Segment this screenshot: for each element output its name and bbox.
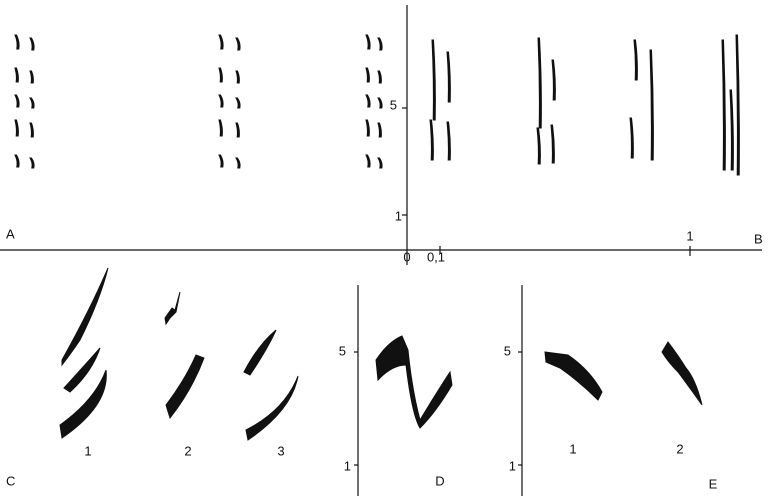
sound-stroke	[536, 127, 541, 165]
sound-stroke	[29, 37, 35, 51]
panel-label: B	[754, 231, 763, 246]
x-tick-label: 0	[403, 249, 410, 264]
y-tick-label: 1	[395, 208, 402, 223]
sound-stroke	[721, 39, 726, 171]
sound-stroke	[377, 97, 383, 109]
y-tick-label: 5	[339, 343, 346, 358]
panel-label: A	[6, 226, 15, 241]
y-tick-label: 5	[504, 343, 511, 358]
sound-stroke	[377, 122, 382, 138]
sound-stroke	[235, 70, 240, 84]
sound-blob	[375, 335, 453, 429]
sound-stroke	[218, 67, 223, 83]
sound-stroke	[365, 34, 371, 50]
y-tick-label: 1	[509, 458, 516, 473]
y-tick-label: 1	[344, 458, 351, 473]
sound-stroke	[14, 119, 19, 137]
sound-blob	[245, 375, 299, 441]
sound-stroke	[446, 121, 451, 161]
sound-stroke	[735, 34, 740, 176]
sound-blob	[59, 369, 107, 439]
sound-stroke	[218, 94, 224, 108]
sound-stroke	[235, 37, 241, 51]
sound-blob	[61, 267, 109, 367]
x-tick-label: 1	[686, 228, 693, 243]
sound-blob	[544, 351, 603, 401]
sound-stroke	[633, 39, 638, 81]
sound-stroke	[235, 97, 241, 109]
sound-stroke	[446, 51, 451, 103]
sound-stroke	[649, 49, 654, 161]
x-tick-label: 0,1	[427, 249, 445, 264]
sound-stroke	[235, 122, 240, 138]
sound-label: 3	[277, 443, 284, 458]
panel-label: C	[6, 473, 15, 488]
sound-label: 2	[676, 441, 683, 456]
sound-stroke	[550, 124, 555, 164]
sound-stroke	[29, 122, 34, 138]
sound-stroke	[14, 154, 20, 168]
sound-blob	[243, 329, 277, 376]
sound-stroke	[431, 39, 436, 121]
sound-stroke	[629, 117, 634, 159]
sound-stroke	[365, 154, 371, 168]
y-tick-label: 5	[390, 97, 397, 112]
sound-stroke	[14, 34, 20, 50]
sound-stroke	[377, 37, 383, 51]
sound-stroke	[729, 89, 734, 171]
sound-stroke	[365, 67, 370, 83]
sound-stroke	[377, 70, 382, 84]
sound-stroke	[29, 70, 34, 84]
sound-blob	[165, 354, 205, 420]
sound-stroke	[29, 157, 35, 169]
sound-stroke	[365, 119, 370, 137]
sound-blob	[661, 341, 703, 406]
sound-stroke	[218, 119, 223, 137]
sound-stroke	[14, 67, 19, 83]
sound-stroke	[29, 97, 35, 109]
sound-stroke	[218, 154, 224, 168]
sound-stroke	[551, 59, 556, 101]
panel-label: D	[435, 473, 444, 488]
sound-stroke	[365, 94, 371, 108]
sound-stroke	[377, 157, 383, 169]
sound-stroke	[14, 94, 20, 108]
sound-label: 1	[569, 441, 576, 456]
sound-stroke	[429, 119, 434, 161]
sound-blob	[63, 347, 101, 393]
sound-label: 1	[84, 443, 91, 458]
sound-stroke	[537, 37, 542, 129]
sound-stroke	[218, 34, 224, 50]
sound-stroke	[235, 157, 241, 169]
panel-label: E	[709, 476, 718, 491]
sound-blob	[164, 291, 181, 326]
sound-label: 2	[184, 443, 191, 458]
